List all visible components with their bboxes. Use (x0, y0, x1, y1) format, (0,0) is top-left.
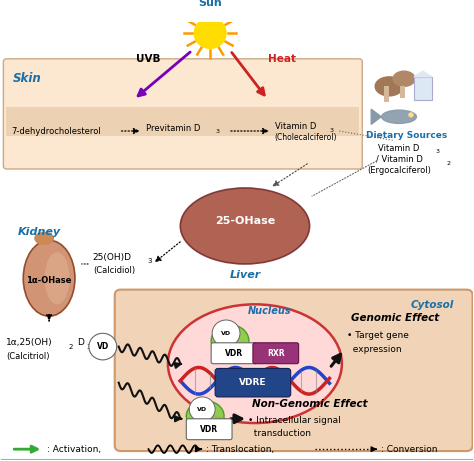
Text: VDR: VDR (225, 349, 243, 358)
Text: Cytosol: Cytosol (410, 300, 454, 310)
Text: 3: 3 (215, 130, 219, 135)
Circle shape (89, 333, 117, 360)
Text: Liver: Liver (229, 270, 261, 280)
Text: 3: 3 (436, 149, 440, 154)
FancyBboxPatch shape (6, 107, 359, 136)
Text: 3: 3 (87, 343, 91, 349)
Text: : Translocation,: : Translocation, (206, 445, 274, 454)
Text: 1α-OHase: 1α-OHase (27, 276, 72, 284)
Text: (Calcitriol): (Calcitriol) (6, 352, 50, 361)
Ellipse shape (186, 401, 224, 431)
Polygon shape (371, 109, 381, 124)
Polygon shape (414, 71, 432, 77)
Text: VDRE: VDRE (239, 378, 267, 387)
FancyBboxPatch shape (186, 419, 232, 440)
Text: (Cholecalciferol): (Cholecalciferol) (275, 133, 337, 142)
Text: VD: VD (197, 407, 207, 412)
Text: : Conversion: : Conversion (381, 445, 438, 454)
Text: Genomic Effect: Genomic Effect (351, 313, 439, 323)
Text: 25(OH)D: 25(OH)D (93, 253, 132, 262)
Text: Vitamin D: Vitamin D (275, 122, 316, 131)
FancyBboxPatch shape (211, 343, 257, 364)
Text: Non-Genomic Effect: Non-Genomic Effect (252, 399, 367, 408)
Text: : Activation,: : Activation, (47, 445, 101, 454)
Text: UVB: UVB (136, 53, 161, 64)
Text: Dietary Sources: Dietary Sources (366, 131, 447, 140)
Text: 2: 2 (69, 343, 73, 349)
FancyBboxPatch shape (215, 368, 291, 397)
Circle shape (194, 18, 226, 48)
Text: expression: expression (347, 345, 402, 354)
FancyBboxPatch shape (384, 86, 389, 101)
Text: (Ergocalciferol): (Ergocalciferol) (367, 166, 431, 175)
Circle shape (409, 113, 413, 117)
Text: Vitamin D: Vitamin D (378, 144, 420, 153)
Circle shape (212, 320, 240, 347)
Text: transduction: transduction (248, 430, 311, 438)
Text: Kidney: Kidney (18, 227, 61, 237)
Ellipse shape (393, 71, 415, 86)
Circle shape (189, 397, 215, 422)
Text: (Calcidiol): (Calcidiol) (93, 266, 135, 275)
Text: 3: 3 (147, 258, 152, 264)
Ellipse shape (34, 232, 54, 245)
Text: / Vitamin D: / Vitamin D (375, 155, 422, 164)
Ellipse shape (45, 252, 70, 304)
Text: VD: VD (221, 331, 231, 336)
Ellipse shape (180, 188, 310, 264)
Text: VDR: VDR (200, 425, 218, 434)
FancyBboxPatch shape (414, 77, 432, 100)
Text: Previtamin D: Previtamin D (146, 124, 200, 133)
Text: Heat: Heat (268, 53, 296, 64)
FancyBboxPatch shape (400, 86, 405, 98)
Text: Sun: Sun (198, 0, 222, 8)
Ellipse shape (211, 325, 249, 357)
Ellipse shape (168, 304, 342, 423)
Text: 2: 2 (447, 161, 451, 166)
Text: 7-dehydrocholesterol: 7-dehydrocholesterol (11, 126, 101, 136)
Text: VD: VD (97, 342, 109, 351)
Text: RXR: RXR (267, 349, 284, 358)
FancyBboxPatch shape (3, 59, 362, 169)
Text: Nucleus: Nucleus (248, 307, 292, 316)
Text: • Intracellular signal: • Intracellular signal (248, 416, 341, 425)
Text: • Target gene: • Target gene (347, 331, 409, 340)
FancyBboxPatch shape (253, 343, 299, 364)
Text: Skin: Skin (13, 72, 42, 85)
Ellipse shape (23, 240, 75, 316)
Ellipse shape (375, 77, 403, 96)
Text: 25-OHase: 25-OHase (215, 216, 275, 226)
FancyBboxPatch shape (115, 290, 473, 451)
Text: 1α,25(OH): 1α,25(OH) (6, 338, 53, 347)
Text: D: D (77, 338, 84, 347)
Text: 3: 3 (329, 128, 333, 133)
Ellipse shape (382, 110, 417, 124)
